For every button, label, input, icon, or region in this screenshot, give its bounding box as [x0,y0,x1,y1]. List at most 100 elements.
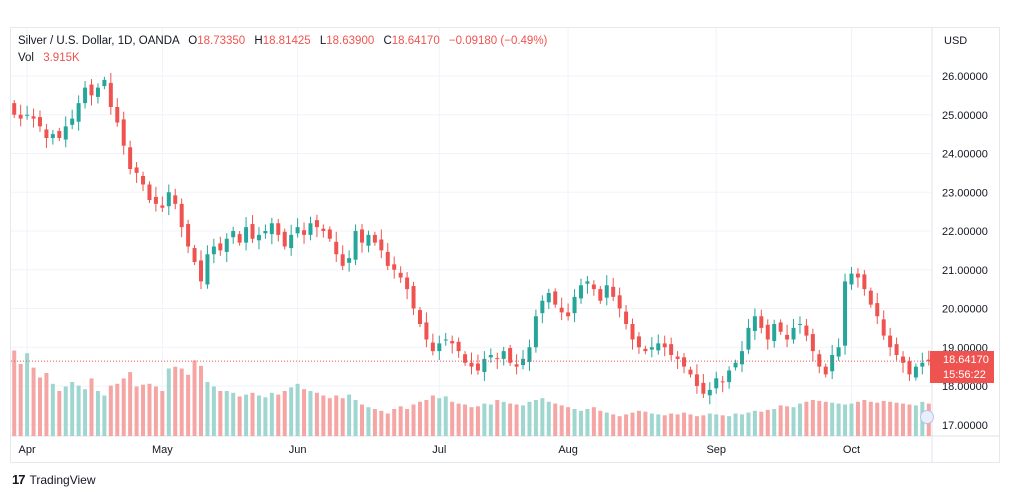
candle-body [823,366,828,375]
candle-body [57,131,62,138]
volume-bar [205,382,210,436]
volume-bar [791,407,796,436]
volume-bar [321,395,326,436]
candle-body [759,316,764,328]
tradingview-mark-icon: 17 [12,472,26,487]
price-tick-label: 18.00000 [942,381,988,393]
low-value: 18.63900 [326,35,375,47]
volume-bar [12,350,17,436]
volume-bar [430,395,435,436]
candle-body [495,358,500,360]
candle-body [656,343,661,351]
volume-bar [302,389,307,436]
volume-bar [411,404,416,436]
volume-bar [121,378,126,436]
volume-bar [153,386,158,436]
candle-body [456,341,461,352]
volume-bar [772,409,777,436]
volume-bar [456,403,461,436]
globe-icon[interactable] [920,410,934,424]
time-tick-label: Sep [706,444,726,456]
volume-bar [514,404,519,436]
time-axis[interactable]: Apr May Jun Jul Aug Sep Oct [19,444,861,456]
volume-bar [115,383,120,436]
candle-body [134,167,139,173]
open-key: O [188,35,198,47]
volume-bar [675,414,680,436]
candle-body [469,362,474,367]
volume-bar [385,413,390,436]
price-axis[interactable]: 26.00000 25.00000 24.00000 23.00000 22.00000… [942,71,988,432]
currency-label[interactable]: USD [944,35,968,47]
tradingview-logo[interactable]: 17 TradingView [12,472,96,487]
volume-bar [179,368,184,436]
volume-bar [508,403,513,436]
volume-bar [566,407,571,436]
volume-bar [450,401,455,436]
candle-body [501,351,506,359]
volume-bar [540,398,545,436]
volume-bar [95,391,100,436]
price-tick-label: 25.00000 [942,110,988,122]
volume-bar [398,406,403,436]
candle-body [302,230,307,235]
volume-bar [701,415,706,436]
candle-body [153,196,158,204]
tradingview-wordmark: TradingView [29,472,96,487]
candle-body [18,114,23,119]
time-tick-label: Oct [843,444,860,456]
candle-body [372,234,377,243]
volume-bar [836,403,841,436]
candle-body [585,281,590,284]
candle-body [44,129,49,138]
candle-body [849,273,854,285]
volume-bar [379,410,384,436]
candle-body [546,293,551,303]
volume-bar [469,407,474,436]
volume-bar [740,414,745,436]
volume-bar [843,404,848,436]
volume-bar [37,377,42,436]
volume-bar [849,403,854,436]
volume-bar [868,401,873,436]
volume-bar [57,391,62,436]
volume-bar [759,411,764,436]
candle-body [250,224,255,239]
candle-body [591,284,596,290]
candle-body [276,223,281,235]
volume-bar [289,387,294,436]
candle-body [115,107,120,123]
candle-body [572,296,577,314]
candle-body [147,184,152,200]
candle-body [553,291,558,305]
candle-body [624,311,629,324]
volume-bar [694,416,699,436]
change-value: −0.09180 (−0.49%) [448,35,548,47]
volume-bar [624,414,629,436]
volume-bar [688,414,693,436]
volume-bar [50,383,55,436]
volume-bar [630,412,635,436]
candle-body [231,231,236,238]
low-key: L [319,35,327,47]
volume-bar [765,409,770,436]
candle-body [733,362,738,368]
volume-bar [392,409,397,436]
candle-body [463,354,468,363]
candle-body [559,307,564,313]
candle-body [578,285,583,299]
candle-body [141,175,146,185]
volume-bar [894,402,899,436]
candle-body [295,227,300,234]
volume-bar [643,411,648,436]
candle-body [308,223,313,235]
candle-body [443,339,448,341]
volume-key[interactable]: Vol [18,52,34,64]
volume-bar [360,404,365,436]
price-tick-label: 24.00000 [942,149,988,161]
candle-body [430,342,435,352]
candle-body [83,87,88,104]
candle-body [688,369,693,375]
symbol-title[interactable]: Silver / U.S. Dollar, 1D, OANDA [18,35,180,47]
